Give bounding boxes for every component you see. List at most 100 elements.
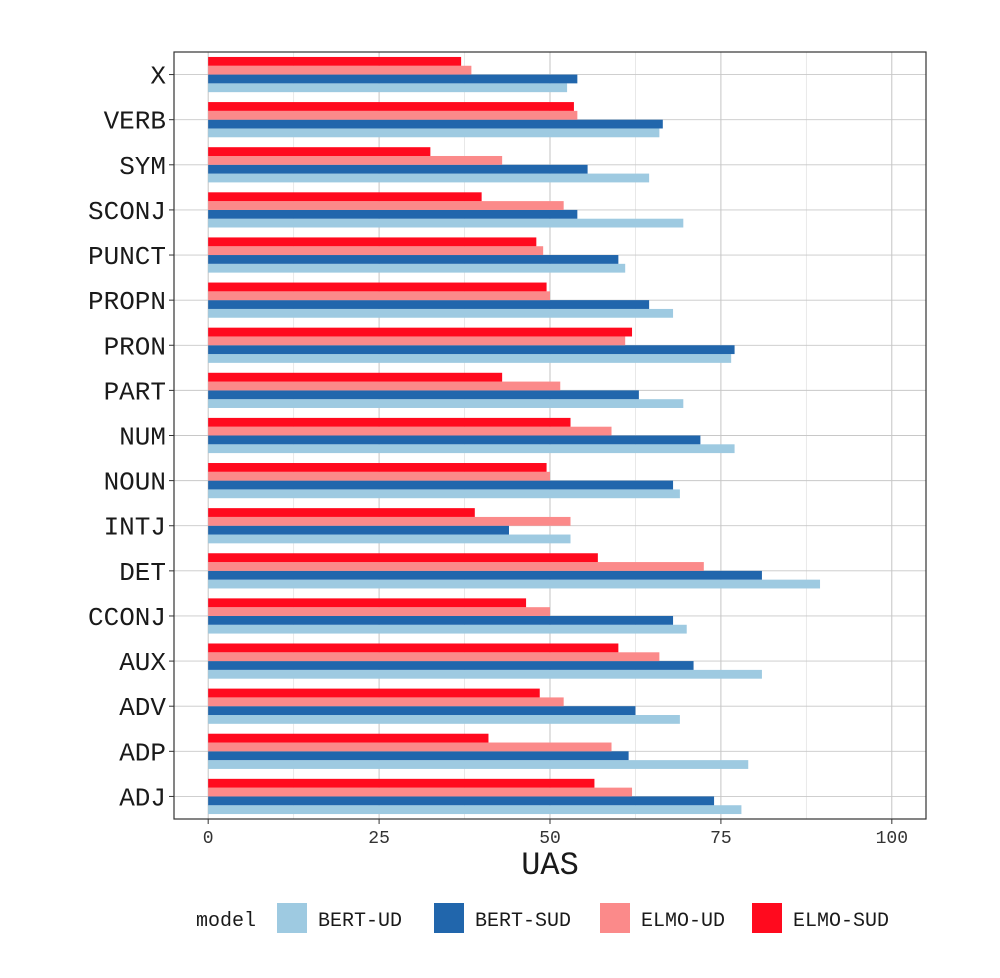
bar-propn-bert-sud	[208, 300, 650, 309]
bar-intj-elmo-sud	[208, 508, 475, 517]
legend-swatch	[434, 903, 464, 933]
legend-label: BERT-SUD	[475, 910, 571, 933]
bar-pron-bert-ud	[208, 354, 732, 363]
bar-sconj-elmo-ud	[208, 201, 564, 210]
legend-title: model	[196, 910, 256, 933]
legend-item-bert-ud: BERT-UD	[277, 903, 402, 933]
y-tick-label: CCONJ	[88, 603, 166, 633]
bar-pron-bert-sud	[208, 345, 735, 355]
y-tick-labels: ADJ ADP ADV AUX CCONJ DET INTJ NOUN NUM PART PRON P…	[88, 62, 174, 813]
bar-adv-bert-sud	[208, 706, 636, 716]
bar-x-elmo-ud	[208, 65, 472, 75]
x-tick-label: 25	[368, 829, 390, 849]
bar-adp-bert-sud	[208, 751, 629, 761]
legend: model BERT-UD BERT-SUD ELMO-UD ELMO-SUD	[196, 903, 889, 933]
y-tick-label: DET	[119, 558, 166, 588]
bar-num-bert-ud	[208, 444, 735, 454]
bar-pron-elmo-ud	[208, 336, 626, 346]
bar-det-bert-ud	[208, 579, 821, 589]
x-tick-label: 75	[710, 829, 732, 849]
y-tick-label: SYM	[119, 152, 166, 182]
bar-verb-bert-ud	[208, 128, 660, 138]
y-tick-label: NOUN	[104, 468, 166, 498]
legend-item-elmo-sud: ELMO-SUD	[752, 903, 889, 933]
y-tick-label: VERB	[104, 107, 166, 137]
bar-adv-elmo-sud	[208, 688, 540, 698]
bar-propn-elmo-ud	[208, 291, 550, 301]
y-tick-label: PROPN	[88, 287, 166, 317]
x-axis-title: UAS	[521, 847, 579, 884]
bar-adv-elmo-ud	[208, 697, 564, 707]
legend-label: ELMO-UD	[641, 910, 725, 933]
legend-label: ELMO-SUD	[793, 910, 889, 933]
bar-aux-bert-ud	[208, 669, 762, 679]
bar-sconj-elmo-sud	[208, 192, 482, 202]
bar-intj-elmo-ud	[208, 516, 571, 526]
bar-adp-elmo-sud	[208, 733, 489, 743]
bar-adp-bert-ud	[208, 760, 749, 769]
bar-punct-elmo-sud	[208, 237, 537, 247]
bar-noun-bert-sud	[208, 480, 674, 490]
bar-num-elmo-ud	[208, 426, 612, 436]
legend-swatch	[600, 903, 630, 933]
y-tick-label: NUM	[119, 423, 166, 453]
bar-aux-bert-sud	[208, 661, 694, 670]
y-tick-label: AUX	[119, 648, 166, 678]
bar-sym-bert-sud	[208, 164, 588, 174]
y-tick-label: SCONJ	[88, 197, 166, 227]
y-tick-label: ADP	[119, 738, 166, 768]
bar-cconj-bert-sud	[208, 615, 674, 625]
legend-swatch	[752, 903, 782, 933]
bar-part-bert-ud	[208, 399, 684, 408]
bar-det-elmo-ud	[208, 562, 704, 571]
x-tick-labels: 0 25 50 75 100	[203, 819, 908, 849]
bar-noun-elmo-ud	[208, 471, 550, 481]
bar-cconj-elmo-ud	[208, 607, 550, 616]
bar-pron-elmo-sud	[208, 327, 633, 337]
bar-adv-bert-ud	[208, 715, 680, 724]
bars	[208, 56, 821, 815]
y-tick-label: PRON	[104, 332, 166, 362]
bar-punct-bert-sud	[208, 255, 619, 264]
legend-item-bert-sud: BERT-SUD	[434, 903, 571, 933]
bar-cconj-elmo-sud	[208, 598, 527, 608]
bar-aux-elmo-sud	[208, 643, 619, 653]
y-tick-label: X	[150, 62, 166, 92]
bar-part-elmo-ud	[208, 381, 561, 391]
legend-swatch	[277, 903, 307, 933]
bar-adj-elmo-sud	[208, 778, 595, 788]
bar-sconj-bert-sud	[208, 209, 578, 219]
bar-propn-elmo-sud	[208, 282, 547, 292]
bar-x-bert-ud	[208, 83, 568, 93]
x-tick-label: 100	[876, 829, 908, 849]
bar-num-bert-sud	[208, 435, 701, 445]
bar-punct-bert-ud	[208, 263, 626, 273]
bar-adj-elmo-ud	[208, 787, 633, 797]
bar-adj-bert-sud	[208, 796, 715, 806]
bar-part-bert-sud	[208, 390, 639, 400]
bar-propn-bert-ud	[208, 308, 674, 318]
bar-x-bert-sud	[208, 74, 578, 84]
bar-part-elmo-sud	[208, 372, 503, 382]
y-tick-label: ADJ	[119, 783, 166, 813]
bar-verb-elmo-sud	[208, 102, 574, 111]
bar-intj-bert-sud	[208, 525, 509, 535]
y-tick-label: INTJ	[104, 513, 166, 543]
bar-adj-bert-ud	[208, 805, 742, 815]
legend-item-elmo-ud: ELMO-UD	[600, 903, 725, 933]
bar-verb-elmo-ud	[208, 110, 578, 120]
bar-cconj-bert-ud	[208, 624, 687, 634]
bar-sym-elmo-sud	[208, 147, 431, 156]
bar-sconj-bert-ud	[208, 218, 684, 228]
legend-label: BERT-UD	[318, 910, 402, 933]
bar-noun-elmo-sud	[208, 463, 547, 472]
bar-sym-bert-ud	[208, 173, 650, 183]
bar-punct-elmo-ud	[208, 246, 544, 256]
bar-det-elmo-sud	[208, 553, 598, 563]
x-tick-label: 0	[203, 829, 214, 849]
bar-verb-bert-sud	[208, 119, 663, 129]
bar-sym-elmo-ud	[208, 155, 503, 165]
bar-noun-bert-ud	[208, 489, 680, 499]
x-tick-label: 50	[539, 829, 561, 849]
